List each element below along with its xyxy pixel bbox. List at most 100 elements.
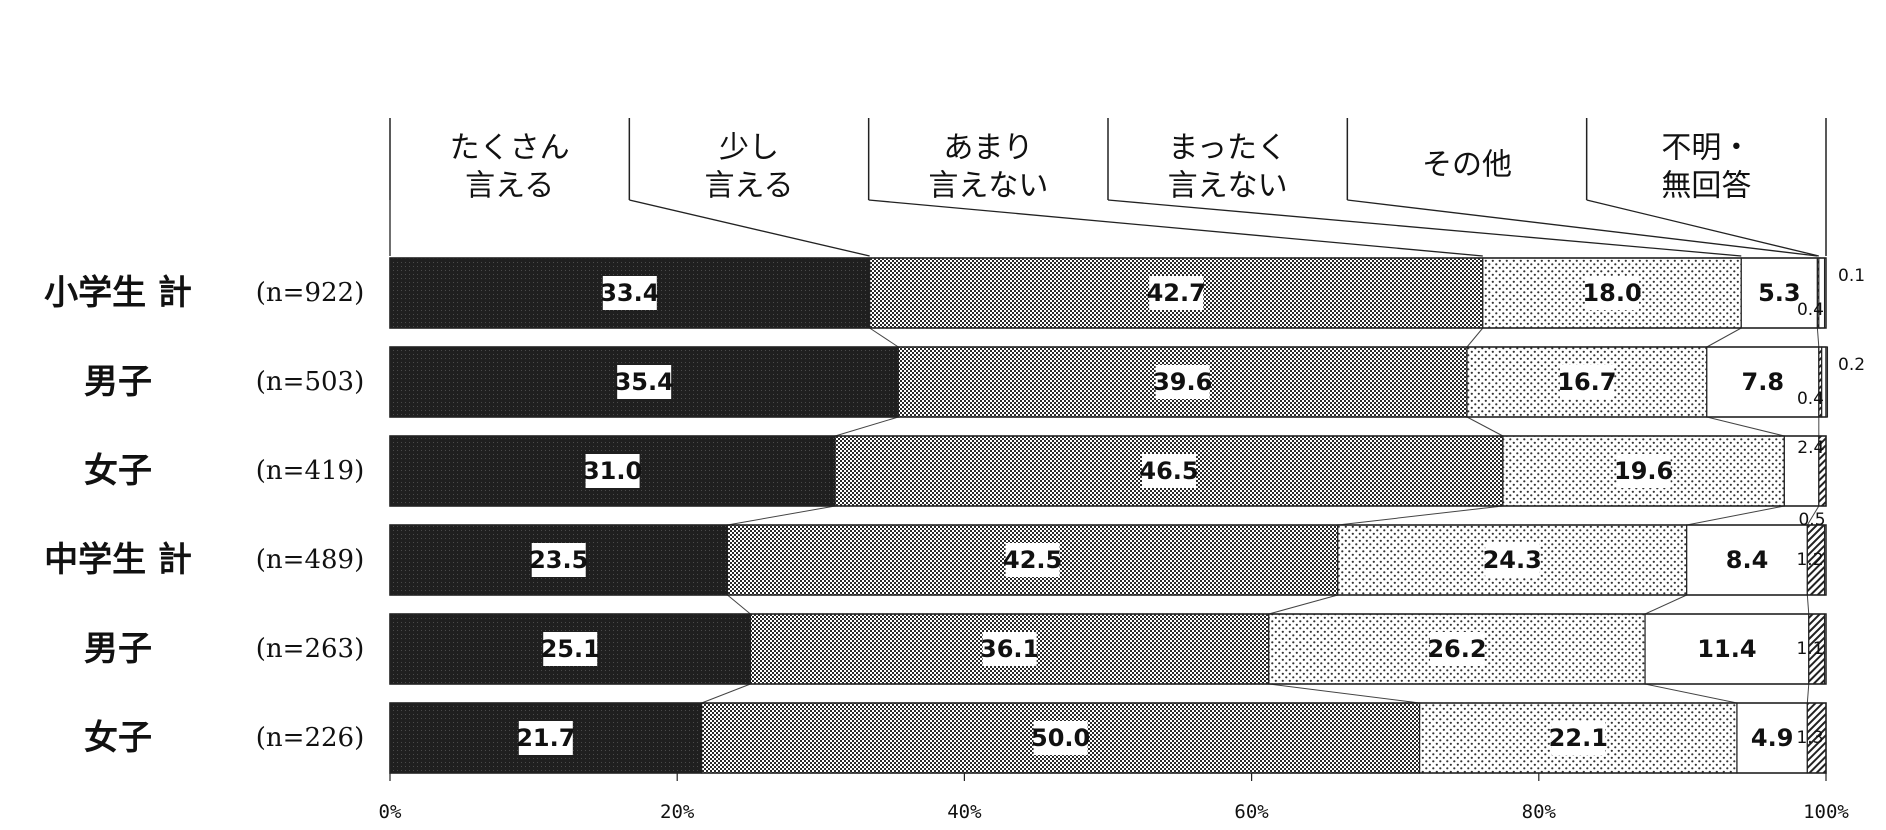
n-label: (n=226) <box>256 723 364 753</box>
bar-frame <box>389 702 1827 774</box>
legend-leader <box>1347 199 1818 257</box>
value-label: 1.1 <box>1796 639 1823 659</box>
category-label: 男子 <box>84 362 152 402</box>
legend-label: 言えない <box>1168 169 1288 204</box>
connector-line <box>1644 594 1687 615</box>
legend-label: たくさん <box>450 131 570 166</box>
connector-line <box>1337 505 1503 526</box>
n-label: (n=503) <box>256 367 364 397</box>
value-label: 24.3 <box>1483 546 1542 574</box>
legend-label: その他 <box>1422 148 1512 183</box>
x-tick-label: 80% <box>1522 801 1557 823</box>
x-tick-label: 0% <box>379 801 402 823</box>
value-label: 4.9 <box>1751 724 1794 752</box>
legend-label: 無回答 <box>1661 169 1751 204</box>
connector-line <box>727 505 836 526</box>
category-label: 女子 <box>84 718 152 758</box>
bar-frame <box>389 346 1827 418</box>
value-label: 33.4 <box>600 279 659 307</box>
n-label: (n=419) <box>256 456 364 486</box>
connector-line <box>1806 505 1820 526</box>
category-label: 男子 <box>84 629 152 669</box>
value-label: 39.6 <box>1153 368 1212 396</box>
value-label: 31.0 <box>583 457 642 485</box>
x-tick-label: 100% <box>1803 801 1849 823</box>
connector-line <box>1816 327 1820 348</box>
value-labels: 33.4 42.7 18.0 5.3 0.1 0.4 35.4 39.6 16.7 7.8 0.2 0… <box>516 266 1865 755</box>
n-label: (n=922) <box>256 278 364 308</box>
value-label: 23.5 <box>529 546 588 574</box>
value-label: 46.5 <box>1139 457 1198 485</box>
bar-frame <box>389 257 1827 329</box>
value-label: 21.7 <box>516 724 575 752</box>
value-label-bg <box>1149 276 1204 310</box>
bar-segment <box>1736 702 1808 774</box>
value-label: 8.4 <box>1726 546 1769 574</box>
value-label: 36.1 <box>980 635 1039 663</box>
x-tick-label: 20% <box>660 801 695 823</box>
value-label: 19.6 <box>1614 457 1673 485</box>
connector-line <box>1706 416 1785 437</box>
bar-segment <box>1686 524 1808 596</box>
connector-line <box>1706 327 1742 348</box>
connector-line <box>1806 683 1810 704</box>
legend-label: 少し <box>719 131 779 166</box>
value-label-bg <box>531 543 586 577</box>
value-label-bg <box>1033 721 1088 755</box>
value-label: 0.5 <box>1798 510 1825 530</box>
legend-label: 言える <box>704 169 793 204</box>
value-label: 11.4 <box>1697 635 1756 663</box>
connector-line <box>1686 505 1785 526</box>
value-label-bg <box>602 276 657 310</box>
value-label: 0.2 <box>1838 355 1865 375</box>
x-tick-label: 60% <box>1234 801 1269 823</box>
legend-leader <box>868 199 1483 257</box>
x-axis: 0% 20% 40% 60% 80% 100% <box>379 773 1849 823</box>
n-label: (n=489) <box>256 545 364 575</box>
bar-segment <box>1783 435 1820 507</box>
n-label: (n=263) <box>256 634 364 664</box>
value-label: 26.2 <box>1427 635 1486 663</box>
legend-leader <box>629 199 870 257</box>
value-label: 42.5 <box>1003 546 1062 574</box>
category-label: 女子 <box>84 451 152 491</box>
connector-line <box>727 594 751 615</box>
bar-frame <box>389 524 1827 596</box>
value-label: 35.4 <box>615 368 674 396</box>
connector-line <box>1268 594 1338 615</box>
legend-leader <box>1586 199 1819 257</box>
value-label-bg <box>518 721 573 755</box>
value-label: 7.8 <box>1742 368 1785 396</box>
value-label-bg <box>1585 276 1640 310</box>
bars <box>389 257 1829 774</box>
connector-line <box>835 416 899 437</box>
value-label-bg <box>1142 454 1197 488</box>
value-label-bg <box>982 632 1037 666</box>
connector-line <box>869 327 899 348</box>
value-label: 1.2 <box>1796 550 1823 570</box>
legend-label: あまり <box>943 131 1033 166</box>
value-label: 0.4 <box>1797 389 1824 409</box>
value-label: 0.4 <box>1797 300 1824 320</box>
legend-label: 不明・ <box>1661 131 1751 166</box>
value-label: 22.1 <box>1549 724 1608 752</box>
value-label-bg <box>1559 365 1614 399</box>
value-label: 0.1 <box>1838 266 1865 286</box>
value-label: 25.1 <box>541 635 600 663</box>
value-label: 18.0 <box>1582 279 1641 307</box>
value-label-bg <box>1485 543 1540 577</box>
legend-label: 言えない <box>928 169 1048 204</box>
value-label-bg <box>1005 543 1060 577</box>
category-label: 中学生 計 <box>44 540 192 580</box>
connector-line <box>1644 683 1738 704</box>
connector-line <box>1806 594 1810 615</box>
legend-label: まったく <box>1168 131 1287 166</box>
connector-line <box>1268 683 1420 704</box>
value-label-bg <box>1551 721 1606 755</box>
value-label-bg <box>543 632 598 666</box>
x-tick-label: 40% <box>947 801 982 823</box>
bar-frame <box>389 435 1827 507</box>
bar-frame <box>389 613 1827 685</box>
value-label: 50.0 <box>1031 724 1090 752</box>
